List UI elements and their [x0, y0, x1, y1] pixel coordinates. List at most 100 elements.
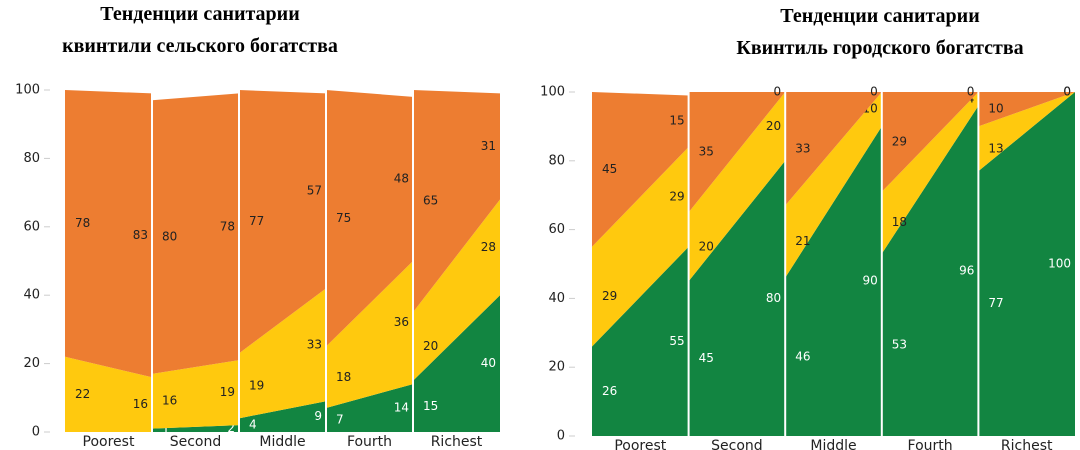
data-label: 19 [220, 385, 235, 399]
x-tick-label: Richest [431, 434, 483, 450]
data-label: 9 [314, 409, 322, 423]
area-segment [152, 93, 239, 374]
data-label: 15 [669, 114, 684, 128]
x-tick-label: Poorest [83, 434, 135, 450]
data-label: 53 [892, 337, 907, 351]
area-segment [65, 356, 152, 432]
data-label: 90 [863, 274, 878, 288]
area-segment [65, 90, 152, 378]
area-segment [239, 90, 326, 354]
area-segment [413, 90, 500, 313]
area-segment [881, 105, 979, 436]
data-label: 29 [669, 189, 684, 203]
area-segment [239, 401, 326, 432]
x-tick-label: Fourth [908, 438, 953, 450]
y-tick-label: 100 [540, 85, 565, 100]
data-label: 14 [394, 401, 409, 415]
data-label: 45 [602, 162, 617, 176]
data-label: 0 [1063, 85, 1071, 99]
data-label: 26 [602, 384, 617, 398]
data-label: 80 [766, 291, 781, 305]
area-segment [592, 246, 689, 436]
area-segment [152, 360, 239, 429]
data-label: 29 [892, 134, 907, 148]
area-segment [326, 261, 413, 409]
data-label: 65 [423, 194, 438, 208]
area-segment [413, 295, 500, 432]
data-label: 16 [133, 397, 148, 411]
data-label: 28 [481, 240, 496, 254]
x-tick-label: Richest [1001, 438, 1053, 450]
data-label: 96 [959, 263, 974, 277]
chart-title: Квинтиль городского богатства [736, 37, 1023, 59]
data-label: 18 [336, 370, 351, 384]
data-label: 83 [133, 228, 148, 242]
data-label: 20 [699, 239, 714, 253]
area-segment [881, 92, 979, 192]
y-tick-label: 40 [23, 288, 40, 303]
data-label: 19 [249, 378, 264, 392]
data-label: 18 [892, 215, 907, 229]
x-tick-label: Middle [259, 434, 305, 450]
area-segment [785, 126, 882, 437]
data-label: 80 [162, 230, 177, 244]
data-label: 78 [220, 219, 235, 233]
area-segment [688, 160, 786, 437]
data-label: 46 [795, 349, 810, 363]
y-tick-label: 20 [23, 356, 40, 371]
data-label: 77 [249, 214, 264, 228]
area-segment [688, 92, 786, 213]
x-tick-label: Fourth [347, 434, 392, 450]
area-segment [785, 92, 882, 206]
chart-title: квинтили сельского богатства [62, 35, 338, 57]
area-segment [978, 92, 1075, 127]
area-segment [785, 92, 882, 278]
area-segment [881, 92, 979, 254]
data-label: 20 [423, 339, 438, 353]
y-tick-label: 40 [548, 291, 565, 306]
data-label: 55 [669, 334, 684, 348]
data-label: 33 [307, 337, 322, 351]
data-label: 35 [699, 145, 714, 159]
y-tick-label: 20 [548, 360, 565, 375]
y-tick-label: 60 [548, 222, 565, 237]
data-label: 21 [795, 234, 810, 248]
data-label: 57 [307, 183, 322, 197]
data-label: 20 [766, 119, 781, 133]
data-label: 31 [481, 139, 496, 153]
y-tick-label: 60 [23, 219, 40, 234]
data-label: 40 [481, 356, 496, 370]
area-segment [592, 147, 689, 347]
data-label: 45 [699, 351, 714, 365]
x-tick-label: Second [170, 434, 222, 450]
chart-title: Тенденции санитарии [780, 5, 979, 27]
data-label: 0 [1063, 85, 1071, 99]
data-label: 0 [870, 85, 878, 99]
data-label: 0 [967, 85, 975, 99]
data-label: 36 [394, 315, 409, 329]
area-segment [688, 92, 786, 282]
x-tick-label: Poorest [614, 438, 666, 450]
data-label: 0 [774, 85, 782, 99]
data-label: 7 [336, 413, 344, 427]
data-label: 15 [423, 399, 438, 413]
area-segment [413, 199, 500, 381]
data-label: 16 [162, 394, 177, 408]
area-segment [326, 384, 413, 432]
data-label: 77 [988, 296, 1003, 310]
data-label: 10 [988, 102, 1003, 116]
data-label: 13 [988, 141, 1003, 155]
y-tick-label: 80 [548, 153, 565, 168]
area-segment [326, 90, 413, 347]
x-tick-label: Middle [810, 438, 856, 450]
data-label: 78 [75, 216, 90, 230]
y-tick-label: 0 [32, 425, 40, 440]
area-segment [978, 92, 1075, 172]
data-label: 2 [227, 421, 235, 435]
data-label: 48 [394, 171, 409, 185]
y-tick-label: 100 [15, 83, 40, 98]
chart-title: Тенденции санитарии [100, 3, 299, 25]
area-segment [239, 288, 326, 419]
